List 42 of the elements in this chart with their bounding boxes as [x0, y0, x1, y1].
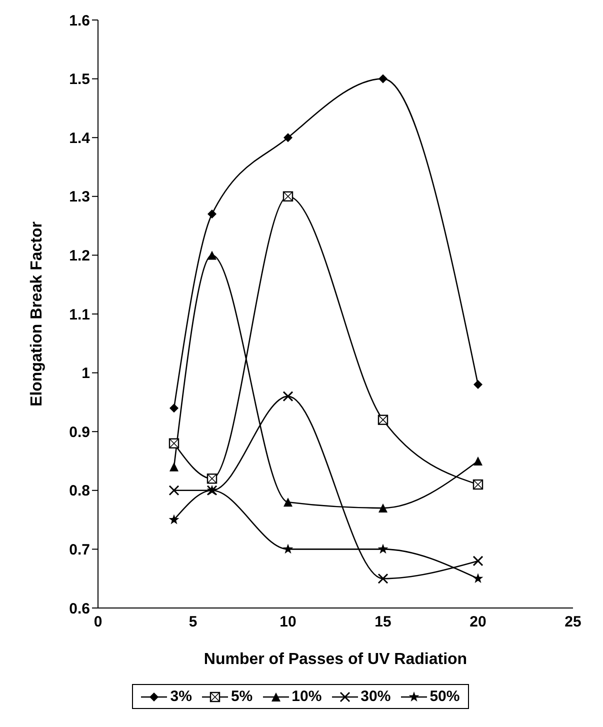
point	[378, 74, 388, 84]
x-tick-label: 0	[94, 614, 102, 631]
point	[284, 498, 292, 507]
x-tick-label: 5	[188, 614, 198, 631]
y-tick-label: 0.7	[69, 542, 90, 559]
y-tick-label: 0.6	[69, 600, 90, 618]
x-tick-label: 25	[564, 614, 582, 631]
x-tick-label: 15	[374, 614, 392, 631]
point	[168, 485, 180, 496]
y-tick-label: 0.9	[69, 424, 90, 441]
y-tick-label: 0.8	[69, 482, 90, 500]
point	[472, 573, 484, 584]
point	[472, 556, 484, 566]
point	[282, 544, 294, 554]
y-axis-title: Elongation Break Factor	[28, 222, 46, 406]
legend-label: 10%	[292, 688, 322, 705]
y-tick-label: 1.3	[69, 188, 90, 206]
point	[378, 573, 388, 584]
y-tick-label: 1.1	[69, 306, 90, 324]
y-tick-label: 1.6	[69, 12, 90, 30]
point	[284, 133, 292, 142]
legend-label: 50%	[430, 688, 460, 705]
point	[170, 404, 178, 413]
point	[378, 544, 388, 554]
point	[474, 380, 482, 390]
y-tick-label: 1.4	[69, 130, 91, 147]
x-tick-label: 10	[280, 614, 296, 631]
legend-label: 5%	[230, 688, 253, 705]
point	[474, 456, 482, 466]
point	[282, 391, 294, 402]
point	[168, 514, 180, 524]
y-tick-label: 1.2	[69, 248, 90, 265]
legend-label: 3%	[170, 688, 192, 705]
point	[170, 462, 178, 472]
y-tick-label: 1	[82, 365, 90, 382]
legend-label: 30%	[360, 688, 391, 705]
x-axis-title: Number of Passes of UV Radiation	[204, 651, 468, 668]
point	[378, 504, 388, 513]
x-tick-label: 20	[470, 614, 486, 631]
point	[208, 210, 216, 219]
y-tick-label: 1.5	[69, 71, 90, 88]
point	[208, 250, 216, 260]
